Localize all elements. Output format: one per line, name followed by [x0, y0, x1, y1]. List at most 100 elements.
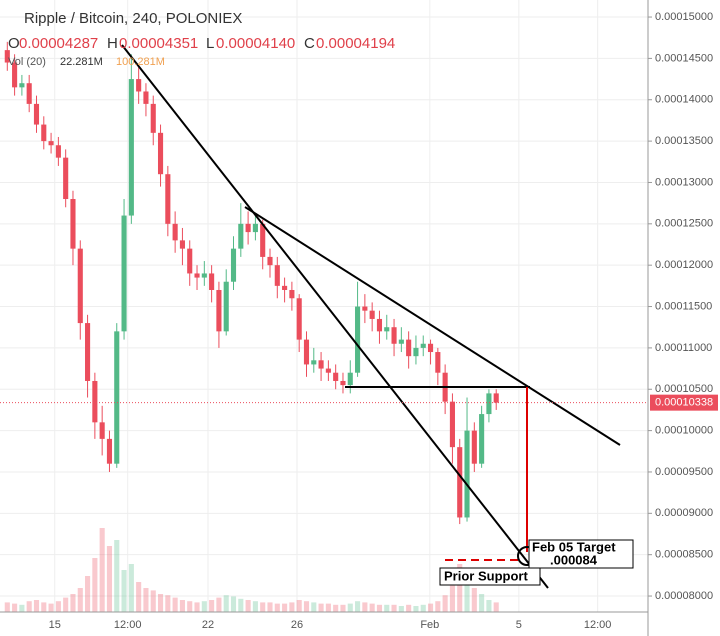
- candles: [4, 41, 499, 612]
- y-tick-label: 0.00008000: [655, 590, 713, 602]
- legend: Ripple / Bitcoin, 240, POLONIEX O 0.0000…: [8, 10, 395, 68]
- ohlc-value: 0.00004351: [119, 35, 198, 52]
- volume-bar: [333, 604, 339, 612]
- volume-bar: [143, 588, 149, 612]
- volume-bar: [238, 598, 244, 612]
- y-tick-label: 0.00014000: [655, 94, 713, 106]
- target-box: [528, 539, 634, 569]
- volume-bar: [128, 564, 134, 612]
- target-title: Feb 05 Target: [532, 539, 616, 554]
- y-tick-label: 0.00011500: [655, 300, 712, 312]
- candle-body: [157, 132, 164, 175]
- candle-body: [70, 199, 76, 249]
- volume-bar: [289, 602, 295, 612]
- ohlc-value: 0.00004287: [19, 35, 98, 52]
- candle-body: [4, 50, 10, 63]
- volume-bar: [4, 602, 10, 612]
- candle-body: [420, 343, 426, 348]
- candle-body: [449, 401, 455, 448]
- candle-body: [12, 62, 18, 88]
- volume-bar: [172, 597, 178, 612]
- support-label: Prior Support: [444, 568, 528, 583]
- y-tick-label: 0.00014500: [655, 52, 713, 64]
- candle-body: [267, 256, 273, 266]
- candle-body: [201, 273, 207, 278]
- y-tick-label: 0.00010500: [655, 383, 713, 395]
- volume-bar: [187, 601, 193, 612]
- x-tick-label: 22: [202, 619, 214, 631]
- volume-bar: [194, 602, 200, 612]
- candle-body: [165, 174, 171, 224]
- candle-body: [384, 327, 390, 332]
- candle-body: [55, 145, 61, 158]
- volume-bar: [179, 600, 185, 612]
- volume-bar: [384, 604, 390, 612]
- volume-bar: [121, 570, 127, 612]
- x-tick-label: 12:00: [114, 619, 142, 631]
- volume-bar: [106, 546, 113, 612]
- volume-bar: [493, 602, 499, 612]
- vol-label: Vol (20): [8, 56, 46, 68]
- volume-bar: [413, 606, 419, 612]
- volume-bar: [99, 528, 105, 612]
- candle-body: [179, 240, 185, 249]
- volume-bar: [12, 603, 18, 612]
- volume-bar: [252, 601, 258, 612]
- candle-body: [19, 83, 25, 88]
- target-value: .000084: [550, 552, 598, 567]
- y-tick-label: 0.00012500: [655, 218, 713, 230]
- candle-body: [41, 124, 47, 142]
- volume-bar: [48, 603, 54, 612]
- candle-body: [325, 368, 331, 373]
- support-box: [439, 567, 541, 586]
- x-tick-label: 5: [516, 619, 522, 631]
- candle-body: [427, 343, 434, 353]
- candle-body: [311, 360, 317, 365]
- ohlc-label: L: [206, 35, 214, 52]
- volume-bar: [41, 602, 47, 612]
- volume-bar: [369, 603, 375, 612]
- candle-body: [48, 141, 54, 146]
- volume-bar: [376, 604, 383, 612]
- candle-body: [238, 223, 244, 249]
- candle-body: [340, 380, 346, 386]
- volume-bar: [267, 602, 273, 612]
- volume-bar: [311, 602, 317, 612]
- volume-bar: [216, 597, 222, 612]
- y-tick-label: 0.00010000: [655, 425, 713, 437]
- volume-bar: [230, 596, 237, 612]
- volume-bar: [92, 558, 98, 612]
- candle-body: [26, 83, 32, 104]
- candle-body: [274, 265, 280, 286]
- candle-body: [150, 103, 156, 133]
- volume-bar: [19, 604, 25, 612]
- vol-ma: 100.281M: [116, 56, 165, 68]
- candle-body: [114, 331, 120, 464]
- volume-bar: [435, 601, 441, 612]
- volume-bar: [391, 604, 397, 612]
- candle-body: [216, 289, 222, 332]
- y-tick-label: 0.00011000: [655, 342, 712, 354]
- volume-bar: [245, 600, 251, 612]
- candle-body: [479, 414, 485, 464]
- x-tick-label: Feb: [420, 619, 439, 631]
- volume-bar: [201, 601, 207, 612]
- candle-body: [223, 281, 229, 332]
- x-tick-label: 12:00: [584, 619, 612, 631]
- volume-bar: [398, 606, 404, 612]
- volume-bar: [362, 602, 368, 612]
- volume-bar: [260, 602, 266, 612]
- volume-bar: [420, 604, 426, 612]
- candle-body: [318, 360, 324, 369]
- x-tick-label: 15: [49, 619, 61, 631]
- candle-body: [355, 306, 361, 373]
- volume-bar: [223, 595, 229, 612]
- volume-bar: [318, 603, 324, 612]
- volume-bar: [282, 603, 288, 612]
- vol-value: 22.281M: [60, 56, 103, 68]
- candle-body: [282, 285, 288, 290]
- last-price-label: 0.00010338: [655, 397, 713, 409]
- candle-body: [464, 430, 470, 518]
- volume-bar: [26, 601, 32, 612]
- candle-body: [406, 339, 412, 357]
